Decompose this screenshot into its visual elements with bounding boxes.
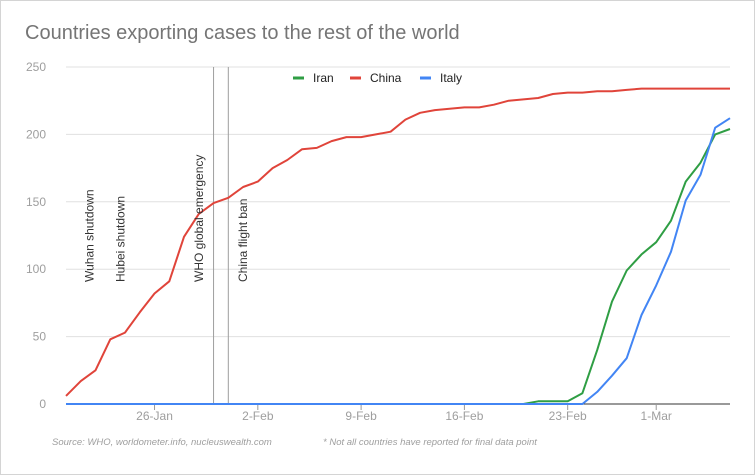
chart-title: Countries exporting cases to the rest of…: [25, 22, 460, 44]
y-tick-label: 150: [26, 195, 46, 209]
annotation-label: Hubei shutdown: [114, 196, 128, 282]
series-lines: [65, 87, 731, 405]
reference-lines: [213, 67, 229, 404]
x-tick-label: 9-Feb: [345, 409, 377, 423]
gridlines: [66, 66, 730, 405]
x-tick-label: 16-Feb: [445, 409, 483, 423]
legend-label-iran: Iran: [313, 71, 334, 85]
x-tick-label: 2-Feb: [242, 409, 274, 423]
annotation-label: WHO global emergency: [192, 155, 206, 282]
x-tick-label: 26-Jan: [136, 409, 173, 423]
y-axis-ticks: 0 50 100 150 200 250: [26, 60, 46, 411]
y-tick-label: 200: [26, 127, 46, 141]
legend-label-china: China: [370, 71, 402, 85]
y-tick-label: 50: [33, 330, 47, 344]
series-line-italy: [66, 117, 731, 405]
series-line-iran: [66, 128, 731, 405]
annotation-label: Wuhan shutdown: [83, 189, 97, 282]
series-line-china: [65, 87, 730, 397]
x-axis-ticks: 26-Jan 2-Feb 9-Feb 16-Feb 23-Feb 1-Mar: [136, 404, 672, 423]
y-tick-label: 0: [39, 397, 46, 411]
legend: Iran China Italy: [293, 71, 462, 85]
source-note: Source: WHO, worldometer.info, nucleuswe…: [52, 437, 272, 448]
y-tick-label: 250: [26, 60, 46, 74]
data-note: * Not all countries have reported for fi…: [323, 437, 537, 448]
y-tick-label: 100: [26, 262, 46, 276]
event-annotations: Wuhan shutdown Hubei shutdown WHO global e…: [83, 155, 250, 282]
annotation-label: China flight ban: [236, 199, 250, 282]
x-tick-label: 1-Mar: [641, 409, 672, 423]
x-tick-label: 23-Feb: [549, 409, 587, 423]
legend-label-italy: Italy: [440, 71, 462, 85]
